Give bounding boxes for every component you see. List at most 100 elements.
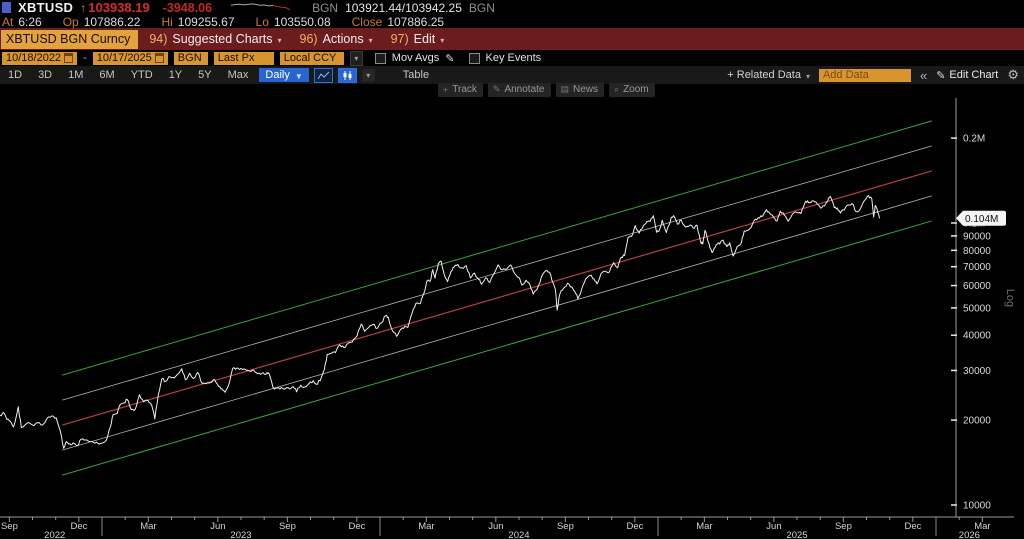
price-chart[interactable]: 10000 20000 30000 40000 50000 60000 70000 80000…	[0, 84, 1024, 539]
chart-tool-label: Track	[452, 84, 477, 95]
last-price-marker	[956, 210, 1006, 226]
zoom-icon: ⌕	[614, 84, 620, 94]
key-events-checkbox[interactable]	[468, 52, 480, 64]
menu-item-actions[interactable]: 96) Actions ▾	[291, 32, 382, 46]
collapse-panel-button[interactable]: «	[919, 67, 928, 83]
year-label: 2023	[230, 530, 251, 539]
channel-upper-outer-line	[62, 120, 932, 376]
calendar-icon[interactable]	[154, 53, 164, 63]
ticker-symbol: XBTUSD	[18, 0, 74, 15]
price-field-selector[interactable]: Last Px	[213, 51, 274, 65]
annotate-icon: ✎	[492, 84, 501, 94]
y-tick-label: 30000	[963, 366, 991, 377]
currency-dropdown-icon[interactable]: ▾	[349, 50, 363, 66]
stat-value: 103550.08	[273, 14, 331, 29]
chart-type-dropdown-icon[interactable]: ▾	[361, 68, 375, 82]
frequency-selector[interactable]: Daily ▼	[259, 68, 309, 82]
menu-item-label: Actions	[322, 32, 364, 46]
quote-bar: XBTUSD ↑ 103938.19 -3948.06 BGN 103921.4…	[0, 0, 1024, 29]
menu-item-edit[interactable]: 97) Edit ▾	[382, 32, 454, 46]
security-chip[interactable]: XBTUSD BGN Curncy	[1, 29, 139, 49]
x-tick-label: Sep	[1, 521, 18, 532]
y-tick-label: 50000	[963, 303, 991, 314]
period-button-3d[interactable]: 3D	[38, 69, 53, 81]
gear-icon[interactable]: ⚙	[1007, 67, 1019, 82]
quote-line-1: XBTUSD ↑ 103938.19 -3948.06 BGN 103921.4…	[2, 0, 1020, 15]
channel-center-line	[62, 170, 932, 426]
related-data-button[interactable]: + Related Data ▾	[727, 69, 810, 81]
menu-items: 94) Suggested Charts ▾ 96) Actions ▾ 97) Edit ▾	[140, 32, 453, 46]
period-button-6m[interactable]: 6M	[99, 69, 115, 81]
x-tick-label: Jun	[210, 521, 225, 532]
quote-stat[interactable]: Hi 109255.67	[161, 15, 234, 29]
mov-avgs-checkbox[interactable]	[374, 52, 386, 64]
mov-avgs-edit-icon[interactable]: ✎	[445, 52, 455, 65]
candle-chart-type-button[interactable]	[337, 67, 357, 83]
period-button-max[interactable]: Max	[227, 69, 249, 81]
x-tick-label: Dec	[626, 521, 643, 532]
period-button-1d[interactable]: 1D	[8, 69, 23, 81]
chart-mini-toolbar: + Track ✎ Annotate ▤ News ⌕ Zoom	[438, 83, 655, 97]
period-button-5y[interactable]: 5Y	[198, 69, 212, 81]
channel-lower-outer-line	[62, 220, 932, 476]
x-tick-label: Dec	[70, 521, 87, 532]
year-label: 2025	[786, 530, 807, 539]
menu-item-suggested-charts[interactable]: 94) Suggested Charts ▾	[140, 32, 290, 46]
chart-tool-track[interactable]: + Track	[438, 83, 483, 97]
x-tick-label: Mar	[418, 521, 434, 532]
x-tick-label: Sep	[557, 521, 574, 532]
period-button-ytd[interactable]: YTD	[130, 69, 153, 81]
chart-tool-annotate[interactable]: ✎ Annotate	[487, 83, 551, 97]
track-icon: +	[443, 84, 449, 95]
stat-label: At	[2, 14, 14, 29]
quote-stat[interactable]: Lo 103550.08	[256, 15, 331, 29]
pencil-icon: ✎	[936, 69, 946, 82]
y-tick-label: 80000	[963, 246, 991, 257]
quote-stat[interactable]: Op 107886.22	[63, 15, 141, 29]
bid-source-label: BGN	[312, 0, 339, 15]
menu-item-label: Suggested Charts	[172, 32, 273, 46]
chart-area: + Track ✎ Annotate ▤ News ⌕ Zoom 10000 20000 3000…	[0, 83, 1024, 539]
table-button[interactable]: Table	[402, 69, 430, 81]
x-tick-label: Sep	[279, 521, 296, 532]
x-tick-label: Dec	[348, 521, 365, 532]
currency-selector[interactable]: Local CCY	[279, 51, 344, 65]
log-scale-label[interactable]: Log	[1004, 289, 1016, 307]
chevron-down-icon: ▾	[368, 35, 373, 45]
command-menu-bar: XBTUSD BGN Curncy 94) Suggested Charts ▾ 96…	[0, 28, 1024, 50]
price-change: -3948.06	[162, 0, 213, 15]
menu-item-number: 97)	[390, 32, 409, 46]
period-toolbar: 1D 3D 1M 6M YTD 1Y 5Y Max Daily ▼ ▾ Table + Rel…	[0, 66, 1024, 84]
stat-label: Close	[351, 14, 383, 29]
chart-control-bar: 10/18/2022 - 10/17/2025 BGN Last Px Loca…	[0, 50, 1024, 66]
chevron-down-icon: ▾	[440, 35, 445, 45]
calendar-icon[interactable]	[64, 53, 74, 63]
candlestick-icon	[343, 70, 352, 80]
add-data-input[interactable]	[818, 68, 911, 82]
y-tick-label: 20000	[963, 416, 991, 427]
quote-stat[interactable]: At 6:26	[2, 15, 42, 29]
stat-value: 109255.67	[177, 14, 235, 29]
mov-avgs-label: Mov Avgs	[391, 52, 440, 64]
chart-tool-zoom[interactable]: ⌕ Zoom	[609, 83, 655, 97]
chart-tool-label: Zoom	[623, 84, 649, 95]
edit-chart-button[interactable]: ✎ Edit Chart	[936, 69, 998, 82]
period-button-1y[interactable]: 1Y	[168, 69, 183, 81]
date-to-field[interactable]: 10/17/2025	[92, 51, 168, 65]
chart-tool-news[interactable]: ▤ News	[555, 83, 605, 97]
year-label: 2024	[508, 530, 529, 539]
line-chart-type-button[interactable]	[313, 67, 333, 83]
y-tick-label: 40000	[963, 331, 991, 342]
chevron-down-icon: ▼	[294, 71, 303, 81]
ask-source-label: BGN	[468, 0, 495, 15]
date-from-field[interactable]: 10/18/2022	[2, 51, 78, 65]
year-label: 2022	[44, 530, 65, 539]
chevron-down-icon: ▾	[805, 71, 810, 81]
period-button-1m[interactable]: 1M	[68, 69, 84, 81]
channel-lower-inner-line	[62, 195, 932, 451]
last-price-marker-label: 0.104M	[965, 214, 998, 225]
price-source-field[interactable]: BGN	[173, 51, 208, 65]
quote-stat[interactable]: Close 107886.25	[352, 15, 444, 29]
menu-item-number: 96)	[299, 32, 318, 46]
